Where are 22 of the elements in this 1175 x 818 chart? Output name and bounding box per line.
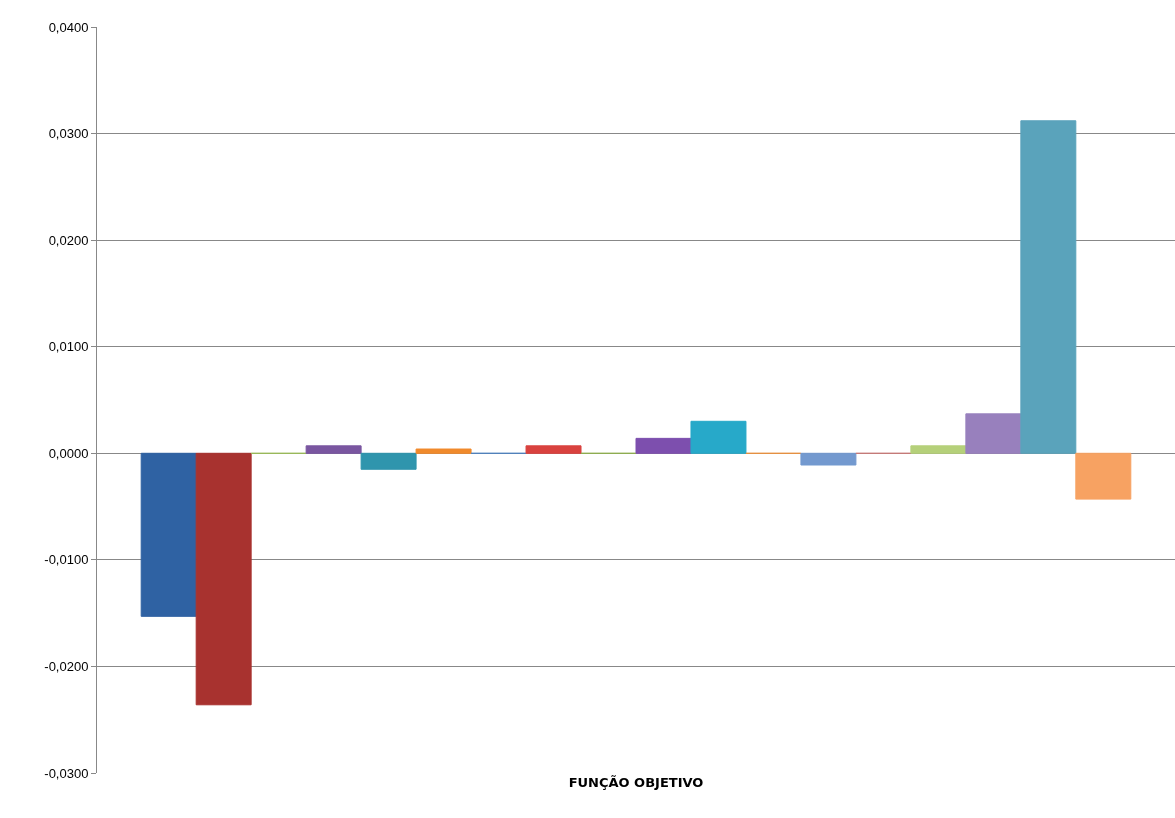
bar xyxy=(1075,452,1132,500)
bar xyxy=(525,445,582,454)
y-tick-label: 0,0200 xyxy=(48,232,89,248)
bar xyxy=(690,420,747,454)
y-tick-label: 0,0300 xyxy=(48,126,89,142)
x-tick-label: FUNÇÃO OBJETIVO xyxy=(568,775,704,790)
y-tick-label: -0,0100 xyxy=(44,552,89,568)
bar xyxy=(800,452,857,466)
bar xyxy=(305,445,362,454)
bar xyxy=(910,445,967,454)
bar xyxy=(140,452,197,617)
bar xyxy=(965,413,1022,454)
bar xyxy=(195,452,252,706)
y-tick-label: -0,0200 xyxy=(44,658,89,674)
bar xyxy=(635,437,692,454)
bar xyxy=(415,448,472,454)
y-tick-label: -0,0300 xyxy=(44,765,89,781)
y-tick-label: 0,0100 xyxy=(48,339,89,355)
bar xyxy=(360,452,417,470)
y-tick-label: 0,0000 xyxy=(48,445,89,461)
y-tick-label: 0,0400 xyxy=(48,19,89,35)
bar xyxy=(1020,120,1077,454)
